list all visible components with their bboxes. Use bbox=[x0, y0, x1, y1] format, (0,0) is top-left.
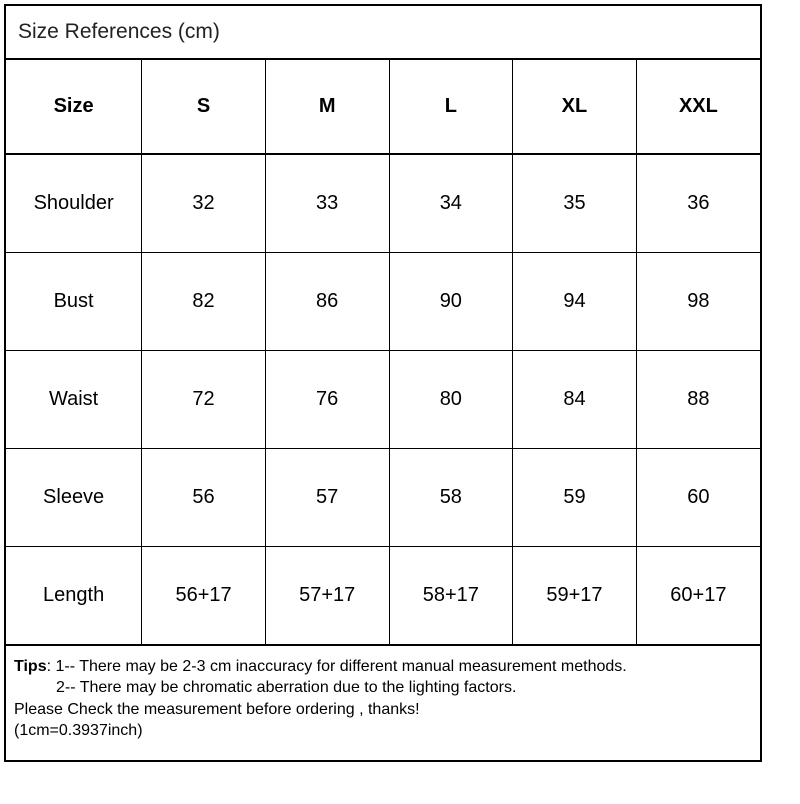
row-label: Sleeve bbox=[6, 448, 142, 546]
cell: 76 bbox=[265, 350, 389, 448]
row-label: Length bbox=[6, 547, 142, 645]
cell: 57+17 bbox=[265, 547, 389, 645]
cell: 32 bbox=[142, 154, 266, 252]
cell: 80 bbox=[389, 350, 513, 448]
chart-title: Size References (cm) bbox=[6, 6, 760, 60]
row-label: Waist bbox=[6, 350, 142, 448]
cell: 36 bbox=[636, 154, 760, 252]
tips-text-1: 1-- There may be 2-3 cm inaccuracy for d… bbox=[56, 658, 627, 675]
row-label: Shoulder bbox=[6, 154, 142, 252]
table-header-row: Size S M L XL XXL bbox=[6, 60, 760, 154]
cell: 34 bbox=[389, 154, 513, 252]
size-table: Size S M L XL XXL Shoulder 32 33 34 35 3… bbox=[6, 60, 760, 646]
cell: 60 bbox=[636, 448, 760, 546]
cell: 59+17 bbox=[513, 547, 637, 645]
table-row: Waist 72 76 80 84 88 bbox=[6, 350, 760, 448]
cell: 60+17 bbox=[636, 547, 760, 645]
tips-line-2: 2-- There may be chromatic aberration du… bbox=[14, 677, 752, 699]
col-header-m: M bbox=[265, 60, 389, 154]
cell: 56+17 bbox=[142, 547, 266, 645]
size-chart-container: Size References (cm) Size S M L XL XXL S… bbox=[4, 4, 762, 762]
cell: 88 bbox=[636, 350, 760, 448]
col-header-s: S bbox=[142, 60, 266, 154]
cell: 90 bbox=[389, 252, 513, 350]
cell: 58 bbox=[389, 448, 513, 546]
tips-block: Tips: 1-- There may be 2-3 cm inaccuracy… bbox=[6, 646, 760, 760]
cell: 82 bbox=[142, 252, 266, 350]
table-row: Sleeve 56 57 58 59 60 bbox=[6, 448, 760, 546]
cell: 58+17 bbox=[389, 547, 513, 645]
cell: 84 bbox=[513, 350, 637, 448]
col-header-xl: XL bbox=[513, 60, 637, 154]
cell: 86 bbox=[265, 252, 389, 350]
tips-label: Tips bbox=[14, 658, 47, 675]
tips-conversion: (1cm=0.3937inch) bbox=[14, 720, 752, 742]
cell: 33 bbox=[265, 154, 389, 252]
table-row: Shoulder 32 33 34 35 36 bbox=[6, 154, 760, 252]
col-header-size: Size bbox=[6, 60, 142, 154]
col-header-l: L bbox=[389, 60, 513, 154]
cell: 57 bbox=[265, 448, 389, 546]
cell: 59 bbox=[513, 448, 637, 546]
cell: 35 bbox=[513, 154, 637, 252]
col-header-xxl: XXL bbox=[636, 60, 760, 154]
cell: 98 bbox=[636, 252, 760, 350]
cell: 72 bbox=[142, 350, 266, 448]
row-label: Bust bbox=[6, 252, 142, 350]
tips-line-1: Tips: 1-- There may be 2-3 cm inaccuracy… bbox=[14, 656, 752, 678]
tips-check-line: Please Check the measurement before orde… bbox=[14, 699, 752, 721]
cell: 56 bbox=[142, 448, 266, 546]
table-row: Length 56+17 57+17 58+17 59+17 60+17 bbox=[6, 547, 760, 645]
cell: 94 bbox=[513, 252, 637, 350]
table-row: Bust 82 86 90 94 98 bbox=[6, 252, 760, 350]
